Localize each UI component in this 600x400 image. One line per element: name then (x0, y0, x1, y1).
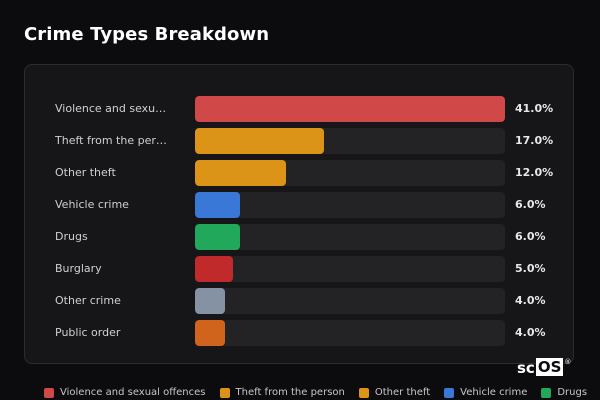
bar-track (195, 288, 505, 314)
bar-row: Other theft 12.0% (25, 160, 573, 186)
bar-track (195, 256, 505, 282)
bar-label: Other theft (55, 166, 116, 179)
bar-value-label: 41.0% (515, 102, 554, 115)
bar (195, 224, 241, 250)
bar-label: Burglary (55, 262, 102, 275)
legend-label: Theft from the person (235, 387, 345, 398)
registered-mark: ® (564, 358, 572, 366)
bar-label: Vehicle crime (55, 198, 129, 211)
bar (195, 128, 324, 154)
bar-label: Violence and sexua… (55, 102, 167, 115)
legend-item: Violence and sexual offences (44, 386, 206, 400)
bar-value-label: 12.0% (515, 166, 554, 179)
bar-value-label: 17.0% (515, 134, 554, 147)
bar-label: Public order (55, 326, 121, 339)
legend-swatch (358, 388, 369, 398)
bar-value-label: 6.0% (515, 198, 546, 211)
bar-row: Other crime 4.0% (25, 288, 573, 314)
bar-track (195, 128, 505, 154)
bar-row: Burglary 5.0% (25, 256, 573, 282)
bar-label: Drugs (55, 230, 88, 243)
bar-label: Other crime (55, 294, 121, 307)
bar-track (195, 224, 505, 250)
legend-label: Drugs (557, 387, 588, 398)
bar-row: Theft from the per… 17.0% (25, 128, 573, 154)
chart-legend: Violence and sexual offences Theft from t… (44, 386, 600, 400)
chart-panel: Violence and sexua… 41.0% Theft from the p… (24, 64, 574, 364)
bar-track (195, 192, 505, 218)
bar (195, 192, 241, 218)
bar-row: Drugs 6.0% (25, 224, 573, 250)
bar (195, 96, 505, 122)
bar (195, 320, 226, 346)
legend-item: Drugs (541, 386, 587, 400)
legend-item: Theft from the person (219, 386, 345, 400)
bar-label: Theft from the per… (55, 134, 167, 147)
legend-swatch (444, 388, 455, 398)
bar-row: Violence and sexua… 41.0% (25, 96, 573, 122)
logo-boxed: OS (535, 358, 564, 376)
bar-track (195, 96, 505, 122)
legend-label: Violence and sexual offences (60, 387, 206, 398)
bar (195, 160, 286, 186)
bar-track (195, 320, 505, 346)
bar-row: Public order 4.0% (25, 320, 573, 346)
legend-swatch (541, 388, 552, 398)
logo-prefix: sc (517, 359, 535, 377)
bar-track (195, 160, 505, 186)
bar-value-label: 4.0% (515, 294, 546, 307)
bar (195, 256, 233, 282)
legend-swatch (219, 388, 230, 398)
page-title: Crime Types Breakdown (24, 24, 270, 45)
legend-label: Other theft (374, 387, 431, 398)
legend-label: Vehicle crime (460, 387, 528, 398)
scos-logo: sc OS ® (517, 358, 571, 378)
bar-value-label: 5.0% (515, 262, 546, 275)
bar-value-label: 4.0% (515, 326, 546, 339)
legend-item: Other theft (358, 386, 431, 400)
bar (195, 288, 226, 314)
bar-value-label: 6.0% (515, 230, 546, 243)
legend-item: Vehicle crime (444, 386, 527, 400)
legend-swatch (44, 388, 54, 398)
bar-row: Vehicle crime 6.0% (25, 192, 573, 218)
